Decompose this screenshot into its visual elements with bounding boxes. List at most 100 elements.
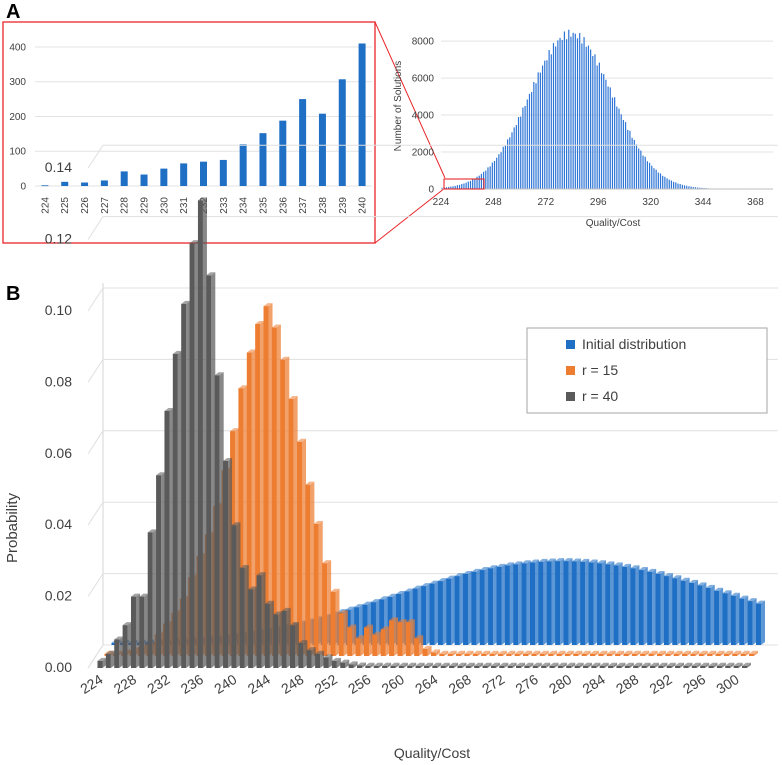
b-bar: [482, 665, 488, 668]
b-gridline: [87, 287, 778, 312]
a-left-x-tick-label: 237: [298, 197, 309, 214]
b-x-tick-label: 228: [111, 671, 139, 697]
a-right-x-tick-label: 272: [537, 197, 554, 208]
b-bar-side: [603, 650, 608, 656]
b-bar: [446, 578, 452, 645]
b-bar-top: [382, 662, 392, 666]
b-x-tick-label: 264: [412, 671, 440, 697]
b-bar-side: [745, 650, 750, 656]
b-bar: [122, 625, 128, 668]
b-bar-top: [439, 650, 449, 654]
b-bar: [507, 665, 513, 668]
b-bar-top: [432, 662, 442, 666]
a-right-bar: [520, 116, 522, 189]
b-bar: [238, 388, 244, 656]
b-bar-top: [682, 650, 692, 654]
b-bar-top: [672, 575, 682, 579]
b-bar-top: [365, 662, 375, 666]
b-bar: [372, 634, 378, 656]
b-bar-side: [569, 650, 574, 656]
b-bar-top: [380, 626, 390, 630]
b-bar-side: [571, 662, 576, 668]
b-bar-top: [347, 624, 357, 628]
b-bar-top: [306, 647, 316, 651]
a-left-x-tick-label: 225: [60, 197, 71, 214]
legend-swatch: [566, 366, 575, 375]
b-bar: [488, 568, 494, 645]
b-bar-top: [740, 650, 750, 654]
legend: Initial distribution r = 15 r = 40: [526, 327, 768, 414]
a-right-bar: [478, 175, 480, 189]
b-bar: [707, 653, 713, 656]
b-bar: [471, 571, 477, 645]
b-bar: [715, 653, 721, 656]
b-bar-side: [402, 619, 407, 656]
b-y-tick-label: 0.04: [45, 516, 72, 532]
b-bar-top: [557, 662, 567, 666]
b-bar: [755, 603, 761, 645]
b-bar-side: [671, 662, 676, 668]
b-bar-side: [276, 324, 281, 656]
b-bar: [465, 665, 471, 668]
b-bar: [397, 622, 403, 656]
b-bar-side: [360, 635, 365, 656]
b-bar-side: [352, 624, 357, 656]
b-bar-top: [479, 567, 489, 571]
b-bar: [363, 627, 369, 656]
b-x-tick-label: 232: [144, 671, 172, 697]
b-bar: [355, 638, 361, 656]
b-bar-side: [562, 662, 567, 668]
b-bar-side: [361, 662, 366, 668]
a-right-x-tick-label: 248: [485, 197, 502, 208]
b-bar-side: [295, 622, 300, 668]
a-right-bar: [535, 83, 537, 189]
b-bar-top: [449, 662, 459, 666]
b-bar-side: [451, 575, 456, 645]
b-bar-top: [379, 596, 389, 600]
b-bar: [322, 563, 328, 656]
b-bar-side: [403, 662, 408, 668]
b-bar: [741, 665, 747, 668]
b-bar-side: [735, 592, 740, 645]
b-bar-side: [560, 558, 565, 645]
b-bar-top: [338, 610, 348, 614]
b-bar-top: [472, 650, 482, 654]
b-bar: [340, 662, 346, 668]
b-bar-side: [678, 650, 683, 656]
b-bar-top: [305, 481, 315, 485]
b-bar: [697, 585, 703, 645]
a-right-bar: [452, 186, 454, 189]
b-bar-side: [501, 563, 506, 645]
b-bar-side: [579, 662, 584, 668]
a-right-bar: [461, 184, 463, 189]
b-bar-side: [469, 650, 474, 656]
a-right-bar: [563, 31, 566, 190]
a-left-bar: [338, 79, 346, 186]
b-bar-top: [363, 624, 373, 628]
b-bar-side: [428, 662, 433, 668]
b-bar: [748, 653, 754, 656]
b-bar-side: [412, 662, 417, 668]
b-bar: [708, 665, 714, 668]
b-bar-top: [230, 428, 240, 432]
a-left-x-tick-label: 238: [318, 197, 329, 214]
a-left-x-tick-label: 231: [179, 197, 190, 214]
b-bar: [733, 665, 739, 668]
b-bar: [479, 570, 485, 645]
b-bar: [605, 564, 611, 645]
a-right-bar: [635, 144, 638, 189]
b-x-tick-label: 240: [211, 671, 239, 697]
b-bar-side: [511, 650, 516, 656]
b-bar: [716, 665, 722, 668]
b-bar: [139, 596, 145, 668]
b-bar-side: [286, 607, 291, 668]
b-bar: [105, 653, 111, 668]
b-bar-side: [486, 650, 491, 656]
b-bar: [280, 359, 286, 656]
b-bar-top: [181, 300, 191, 304]
b-bar: [474, 665, 480, 668]
a-left-x-tick-label: 233: [219, 197, 230, 214]
legend-swatch: [566, 392, 575, 401]
b-bar: [563, 561, 569, 645]
b-bar-top: [290, 622, 300, 626]
